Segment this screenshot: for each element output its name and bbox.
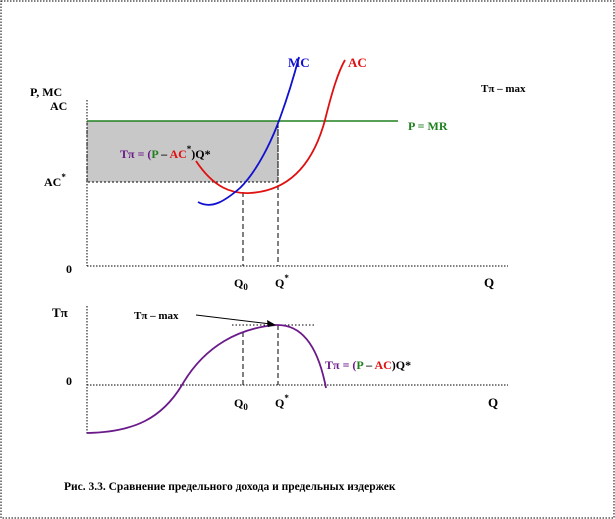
figure-caption: Рис. 3.3. Сравнение предельного дохода и… (64, 481, 396, 493)
top-y-label-2: AC (50, 99, 67, 113)
bottom-chart: Tπ 0 Q Q0 Q* Tπ – max Tπ = (P – AC)Q* (52, 305, 508, 435)
bottom-x-axis-label: Q (488, 395, 498, 410)
top-chart: P, MC AC AC* 0 Q Q0 Q* MC AC P = MR Tπ –… (30, 55, 526, 292)
bottom-qstar-label: Q* (275, 393, 289, 410)
mc-curve (197, 56, 300, 206)
top-y-label-1: P, MC (30, 85, 62, 99)
mr-label: P = MR (408, 119, 448, 133)
max-pointer-line (195, 314, 272, 325)
ac-star-label: AC* (44, 172, 66, 189)
ac-curve (195, 59, 346, 194)
top-profit-formula: Tπ = (P – AC*)Q* (120, 144, 211, 161)
max-pointer-arrowhead (267, 320, 276, 327)
top-x-axis-label: Q (484, 275, 494, 290)
bottom-y-label: Tπ (52, 305, 68, 320)
mc-label: MC (288, 55, 310, 70)
profit-area (86, 120, 279, 183)
top-origin-label: 0 (66, 262, 72, 276)
ac-label: AC (348, 55, 367, 70)
top-q0-label: Q0 (234, 276, 248, 292)
bottom-q0-label: Q0 (234, 396, 248, 412)
top-profit-max-label: Tπ – max (481, 83, 526, 95)
bottom-profit-formula: Tπ = (P – AC)Q* (325, 358, 411, 372)
bottom-max-label: Tπ – max (134, 310, 179, 322)
top-qstar-label: Q* (275, 273, 289, 290)
bottom-origin-label: 0 (66, 374, 72, 388)
total-profit-curve (86, 324, 327, 434)
